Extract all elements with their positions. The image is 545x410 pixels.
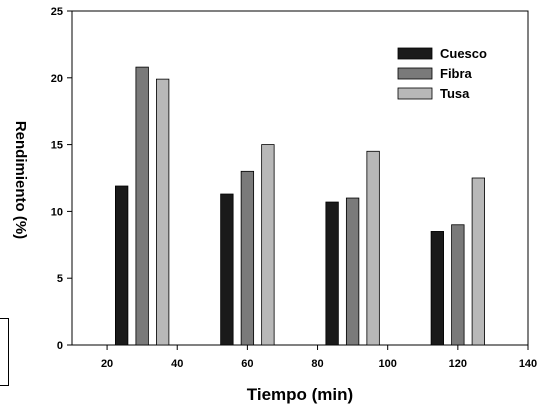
legend: Cuesco Fibra Tusa <box>397 46 487 101</box>
bar-cuesco-60 <box>220 193 234 346</box>
y-tick-label: 25 <box>51 6 63 18</box>
x-tick-label: 60 <box>241 358 253 370</box>
bar-fibra-90 <box>345 197 360 346</box>
y-tick-label: 5 <box>57 273 63 285</box>
legend-label-fibra: Fibra <box>440 66 473 81</box>
bars-group <box>115 66 485 346</box>
plot-border <box>71 10 529 346</box>
bar-cuesco-120 <box>430 231 444 346</box>
bar-tusa-120 <box>471 177 485 346</box>
y-tick-label: 15 <box>51 140 63 152</box>
x-tick-label: 120 <box>449 358 467 370</box>
y-tick-label: 10 <box>51 206 63 218</box>
x-tick-label: 20 <box>101 358 113 370</box>
legend-label-tusa: Tusa <box>440 86 470 101</box>
bar-tusa-90 <box>366 150 380 346</box>
x-tick-label: 80 <box>311 358 323 370</box>
y-tick-label: 20 <box>51 73 63 85</box>
bar-cuesco-30 <box>115 185 129 346</box>
x-tick-label: 40 <box>171 358 183 370</box>
x-tick-label: 140 <box>519 358 537 370</box>
bar-fibra-120 <box>451 224 465 346</box>
x-axis: 20 40 60 80 100 120 140 <box>101 345 537 370</box>
bar-fibra-60 <box>240 170 255 346</box>
bar-cuesco-90 <box>325 201 339 346</box>
bar-fibra-30 <box>135 66 149 346</box>
legend-swatch-fibra <box>397 67 433 80</box>
y-axis: 0 5 10 15 20 25 <box>51 6 72 352</box>
bar-tusa-60 <box>261 144 275 346</box>
x-tick-label: 100 <box>379 358 397 370</box>
x-axis-title: Tiempo (min) <box>247 385 353 404</box>
cropped-frame-edge <box>0 318 9 386</box>
legend-swatch-tusa <box>397 87 433 100</box>
y-tick-label: 0 <box>57 340 63 352</box>
legend-swatch-cuesco <box>397 47 433 60</box>
plot-frame <box>71 10 529 346</box>
y-axis-title: Rendimiento (%) <box>12 121 29 239</box>
legend-label-cuesco: Cuesco <box>440 46 487 61</box>
bar-tusa-30 <box>156 78 170 346</box>
